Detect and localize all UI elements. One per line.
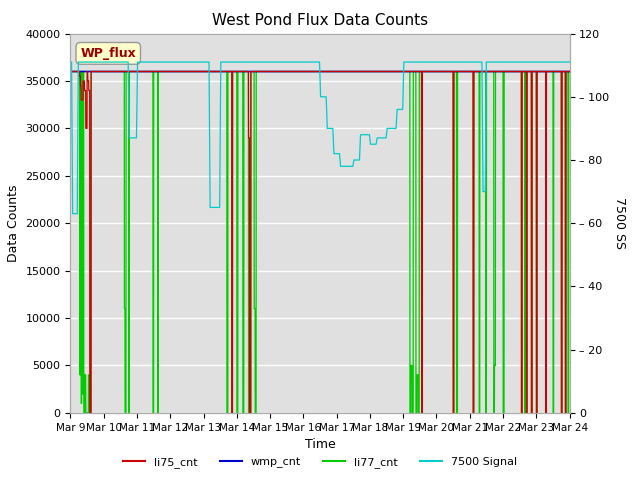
Legend: li75_cnt, wmp_cnt, li77_cnt, 7500 Signal: li75_cnt, wmp_cnt, li77_cnt, 7500 Signal [118, 452, 522, 472]
Text: WP_flux: WP_flux [81, 47, 136, 60]
X-axis label: Time: Time [305, 438, 335, 451]
Y-axis label: Data Counts: Data Counts [7, 184, 20, 262]
Y-axis label: 7500 SS: 7500 SS [613, 197, 626, 249]
Title: West Pond Flux Data Counts: West Pond Flux Data Counts [212, 13, 428, 28]
